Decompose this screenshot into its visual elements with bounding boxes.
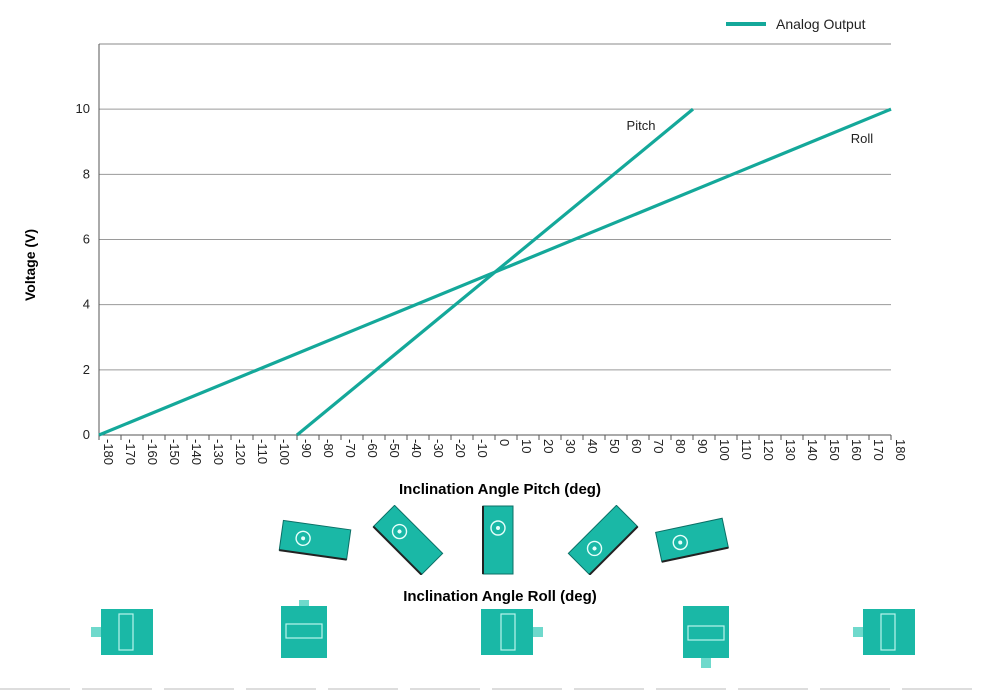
x-tick-label: -10: [475, 439, 490, 458]
legend-swatch-icon: [726, 22, 766, 26]
series-label-roll: Roll: [851, 131, 874, 146]
y-tick-label: 6: [83, 232, 90, 247]
roll-sensor-icon: [853, 609, 915, 655]
x-tick-label: 110: [739, 439, 754, 460]
x-tick-label: -100: [277, 439, 292, 465]
x-tick-label: -160: [145, 439, 160, 465]
legend: Analog Output: [726, 16, 866, 32]
x-tick-label: 60: [629, 439, 644, 453]
roll-sensor-icon: [91, 609, 153, 655]
roll-sensor-row: [0, 600, 983, 670]
x-tick-label: -130: [211, 439, 226, 465]
x-tick-label: -80: [321, 439, 336, 458]
x-tick-label: 160: [849, 439, 864, 461]
pitch-sensor-icon: [278, 519, 352, 561]
x-tick-label: -110: [255, 439, 270, 464]
pitch-sensor-icon: [482, 505, 514, 575]
x-tick-label: -90: [299, 439, 314, 458]
x-tick-label: 80: [673, 439, 688, 453]
x-tick-label: 120: [761, 439, 776, 461]
x-tick-label: -170: [123, 439, 138, 465]
y-tick-label: 4: [83, 297, 90, 312]
legend-label: Analog Output: [776, 16, 866, 32]
x-tick-label: -140: [189, 439, 204, 465]
x-tick-label: -50: [387, 439, 402, 458]
pitch-sensor-icon: [372, 505, 444, 575]
x-axis-label-roll: Inclination Angle Roll (deg): [403, 588, 597, 605]
series-label-pitch: Pitch: [627, 118, 656, 133]
x-tick-label: 140: [805, 439, 820, 461]
x-tick-label: 10: [519, 439, 534, 453]
x-tick-label: 170: [871, 439, 886, 461]
x-tick-label: -30: [431, 439, 446, 458]
y-tick-label: 10: [76, 101, 90, 116]
pitch-sensor-icon: [567, 505, 639, 575]
x-tick-label: 180: [893, 439, 908, 461]
y-tick-label: 8: [83, 166, 90, 181]
bottom-divider: [0, 688, 983, 690]
y-tick-label: 2: [83, 362, 90, 377]
x-tick-label: -120: [233, 439, 248, 465]
x-tick-label: -60: [365, 439, 380, 458]
x-tick-label: 50: [607, 439, 622, 453]
roll-sensor-icon: [683, 606, 729, 668]
x-tick-label: -150: [167, 439, 182, 465]
x-tick-label: 70: [651, 439, 666, 453]
pitch-sensor-row: [0, 505, 983, 575]
x-tick-label: 90: [695, 439, 710, 453]
x-tick-label: 20: [541, 439, 556, 453]
series-line-roll: [98, 107, 892, 437]
y-axis-label: Voltage (V): [22, 228, 38, 302]
x-tick-label: 0: [497, 439, 512, 446]
x-tick-label: -70: [343, 439, 358, 458]
y-tick-label: 0: [83, 427, 90, 442]
x-tick-label: -180: [101, 439, 116, 465]
x-tick-label: 150: [827, 439, 842, 461]
x-tick-label: 40: [585, 439, 600, 453]
x-tick-label: -20: [453, 439, 468, 458]
roll-sensor-icon: [281, 600, 327, 658]
x-tick-label: 30: [563, 439, 578, 453]
x-axis-label-pitch: Inclination Angle Pitch (deg): [399, 481, 601, 498]
x-tick-label: 100: [717, 439, 732, 461]
pitch-sensor-icon: [655, 517, 729, 563]
x-tick-label: -40: [409, 439, 424, 458]
roll-sensor-icon: [481, 609, 543, 655]
x-tick-label: 130: [783, 439, 798, 461]
